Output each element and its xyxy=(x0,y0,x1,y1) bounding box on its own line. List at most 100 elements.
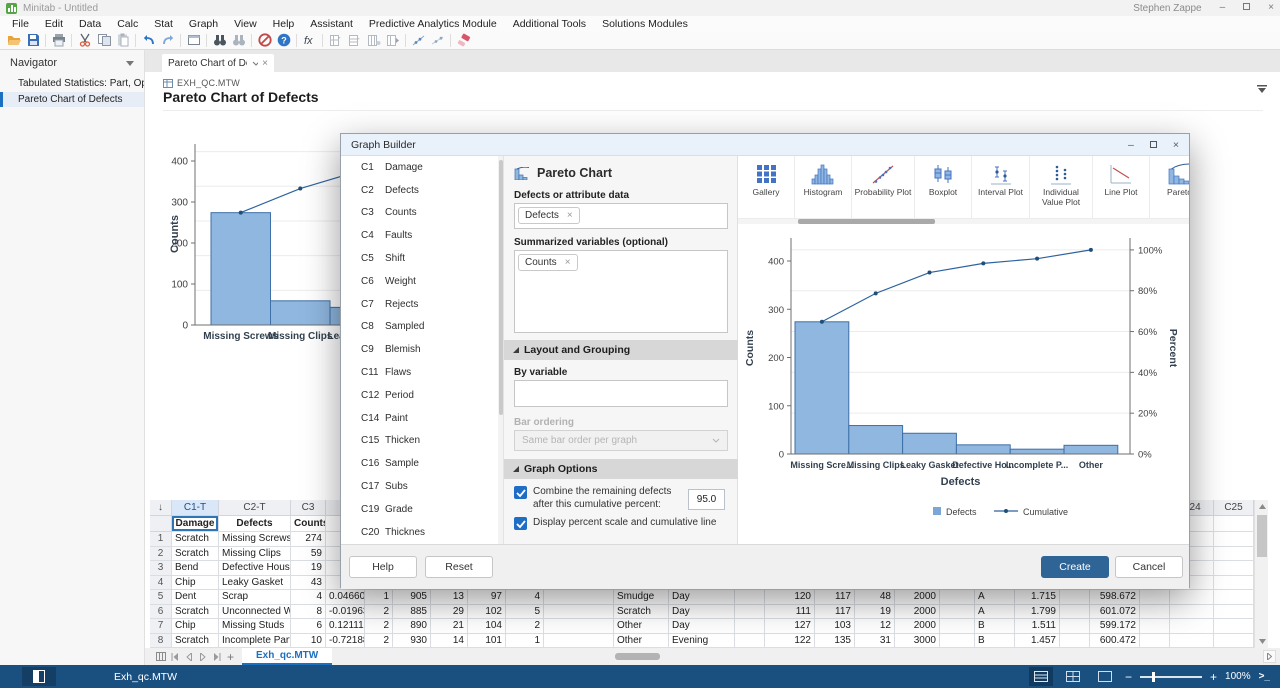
print-icon[interactable] xyxy=(49,32,68,49)
cell[interactable]: 1.715 xyxy=(1015,590,1060,605)
cell[interactable]: Chip xyxy=(172,619,219,634)
cell[interactable] xyxy=(940,605,975,620)
cell[interactable]: 905 xyxy=(393,590,431,605)
menu-additional-tools[interactable]: Additional Tools xyxy=(505,17,594,31)
cell[interactable] xyxy=(1140,590,1170,605)
cell[interactable]: 0.04660 xyxy=(326,590,365,605)
combine-defects-option[interactable]: Combine the remaining defects after this… xyxy=(514,486,685,511)
insert-columns-icon[interactable] xyxy=(364,32,383,49)
zoom-slider[interactable] xyxy=(1140,676,1202,678)
menu-graph[interactable]: Graph xyxy=(181,17,226,31)
move-columns-icon[interactable] xyxy=(383,32,402,49)
gallery-item-histogram[interactable]: Histogram xyxy=(795,156,852,219)
graph-options-section[interactable]: Graph Options xyxy=(504,459,738,479)
cell[interactable]: 1 xyxy=(365,590,393,605)
cell[interactable]: 4 xyxy=(506,590,544,605)
cell[interactable]: B xyxy=(975,619,1015,634)
cell[interactable]: Incomplete Part xyxy=(219,634,291,649)
tab-pareto-chart-of-defects[interactable]: Pareto Chart of Defects × xyxy=(162,54,274,72)
column-item-c1[interactable]: C1Damage xyxy=(341,156,498,179)
column-item-c14[interactable]: C14Paint xyxy=(341,407,498,430)
cell[interactable]: 117 xyxy=(815,605,855,620)
row-number[interactable]: 6 xyxy=(150,605,172,620)
output-view-icon[interactable] xyxy=(1093,667,1117,686)
save-icon[interactable] xyxy=(23,32,42,49)
cell[interactable] xyxy=(1060,590,1090,605)
column-header-c2-t[interactable]: C2-T xyxy=(219,500,291,516)
find-next-icon[interactable] xyxy=(229,32,248,49)
menu-file[interactable]: File xyxy=(4,17,37,31)
worksheet-list-icon[interactable] xyxy=(155,651,166,662)
gallery-item-line-plot[interactable]: Line Plot xyxy=(1093,156,1150,219)
help-button[interactable]: Help xyxy=(349,556,417,578)
cell[interactable]: 885 xyxy=(393,605,431,620)
cell[interactable]: Scratch xyxy=(172,532,219,547)
cell[interactable]: Missing Clips xyxy=(219,547,291,562)
column-item-c19[interactable]: C19Grade xyxy=(341,498,498,521)
cell[interactable]: 4 xyxy=(291,590,326,605)
column-item-c20[interactable]: C20Thicknes xyxy=(341,521,498,544)
cell[interactable]: 2 xyxy=(365,605,393,620)
row-number[interactable]: 5 xyxy=(150,590,172,605)
cell[interactable]: 14 xyxy=(431,634,468,649)
cell[interactable] xyxy=(544,634,614,649)
open-icon[interactable] xyxy=(4,32,23,49)
find-icon[interactable] xyxy=(210,32,229,49)
cell[interactable]: 5 xyxy=(506,605,544,620)
cell[interactable]: 43 xyxy=(291,576,326,591)
cell[interactable]: 2000 xyxy=(895,590,940,605)
cell[interactable]: 13 xyxy=(431,590,468,605)
cell[interactable]: 48 xyxy=(855,590,895,605)
remove-chip-icon[interactable]: × xyxy=(565,257,571,268)
edit-points-icon[interactable] xyxy=(409,32,428,49)
percent-scale-option[interactable]: Display percent scale and cumulative lin… xyxy=(514,517,723,530)
variable-name-cell[interactable] xyxy=(1214,516,1254,532)
cell[interactable]: 111 xyxy=(765,605,815,620)
row-number[interactable]: 7 xyxy=(150,619,172,634)
cell[interactable]: Defective Housi xyxy=(219,561,291,576)
column-item-c11[interactable]: C11Flaws xyxy=(341,361,498,384)
cell[interactable]: Evening xyxy=(669,634,735,649)
paste-icon[interactable] xyxy=(113,32,132,49)
cell[interactable] xyxy=(735,634,765,649)
cell[interactable] xyxy=(1214,605,1254,620)
scroll-right-icon[interactable] xyxy=(1263,650,1276,663)
zoom-in-icon[interactable]: + xyxy=(1210,670,1217,684)
cell[interactable]: 122 xyxy=(765,634,815,649)
cell[interactable]: -0.72188 xyxy=(326,634,365,649)
cell[interactable]: Scrap xyxy=(219,590,291,605)
cell[interactable]: 102 xyxy=(468,605,506,620)
next-worksheet-icon[interactable] xyxy=(197,651,208,662)
gallery-scrollbar[interactable] xyxy=(738,219,1189,224)
cell[interactable]: 0.12111 xyxy=(326,619,365,634)
zoom-out-icon[interactable]: − xyxy=(1125,670,1132,684)
column-header-c3[interactable]: C3 xyxy=(291,500,326,516)
column-item-c15[interactable]: C15Thicken xyxy=(341,430,498,453)
cell[interactable]: 8 xyxy=(291,605,326,620)
worksheet-tab-exh-qc[interactable]: Exh_qc.MTW xyxy=(242,648,332,665)
cell[interactable]: 19 xyxy=(291,561,326,576)
cell[interactable]: Unconnected Wir xyxy=(219,605,291,620)
cell[interactable]: 31 xyxy=(855,634,895,649)
horizontal-scroll-thumb[interactable] xyxy=(615,653,660,660)
menu-edit[interactable]: Edit xyxy=(37,17,71,31)
account-name[interactable]: Stephen Zappe xyxy=(1133,3,1201,14)
insert-cells-icon[interactable]: - xyxy=(326,32,345,49)
navigator-item-pareto-chart-of-defects[interactable]: Pareto Chart of Defects xyxy=(0,92,144,107)
cell[interactable]: 2 xyxy=(365,634,393,649)
cell[interactable] xyxy=(1214,619,1254,634)
cell[interactable]: 21 xyxy=(431,619,468,634)
cell[interactable]: 274 xyxy=(291,532,326,547)
collapse-output-icon[interactable] xyxy=(1257,84,1267,96)
gallery-item-boxplot[interactable]: Boxplot xyxy=(915,156,972,219)
navigator-item-tabulated-statistics-part-oper[interactable]: Tabulated Statistics: Part, Operator xyxy=(0,76,144,91)
cell[interactable]: 1.457 xyxy=(1015,634,1060,649)
split-view-icon[interactable] xyxy=(1061,667,1085,686)
menu-view[interactable]: View xyxy=(226,17,265,31)
row-number[interactable]: 4 xyxy=(150,576,172,591)
tab-menu-chevron-icon[interactable] xyxy=(252,61,258,66)
create-button[interactable]: Create xyxy=(1041,556,1109,578)
menu-solutions-modules[interactable]: Solutions Modules xyxy=(594,17,696,31)
checkbox-checked-icon[interactable] xyxy=(514,517,527,530)
cell[interactable] xyxy=(735,619,765,634)
